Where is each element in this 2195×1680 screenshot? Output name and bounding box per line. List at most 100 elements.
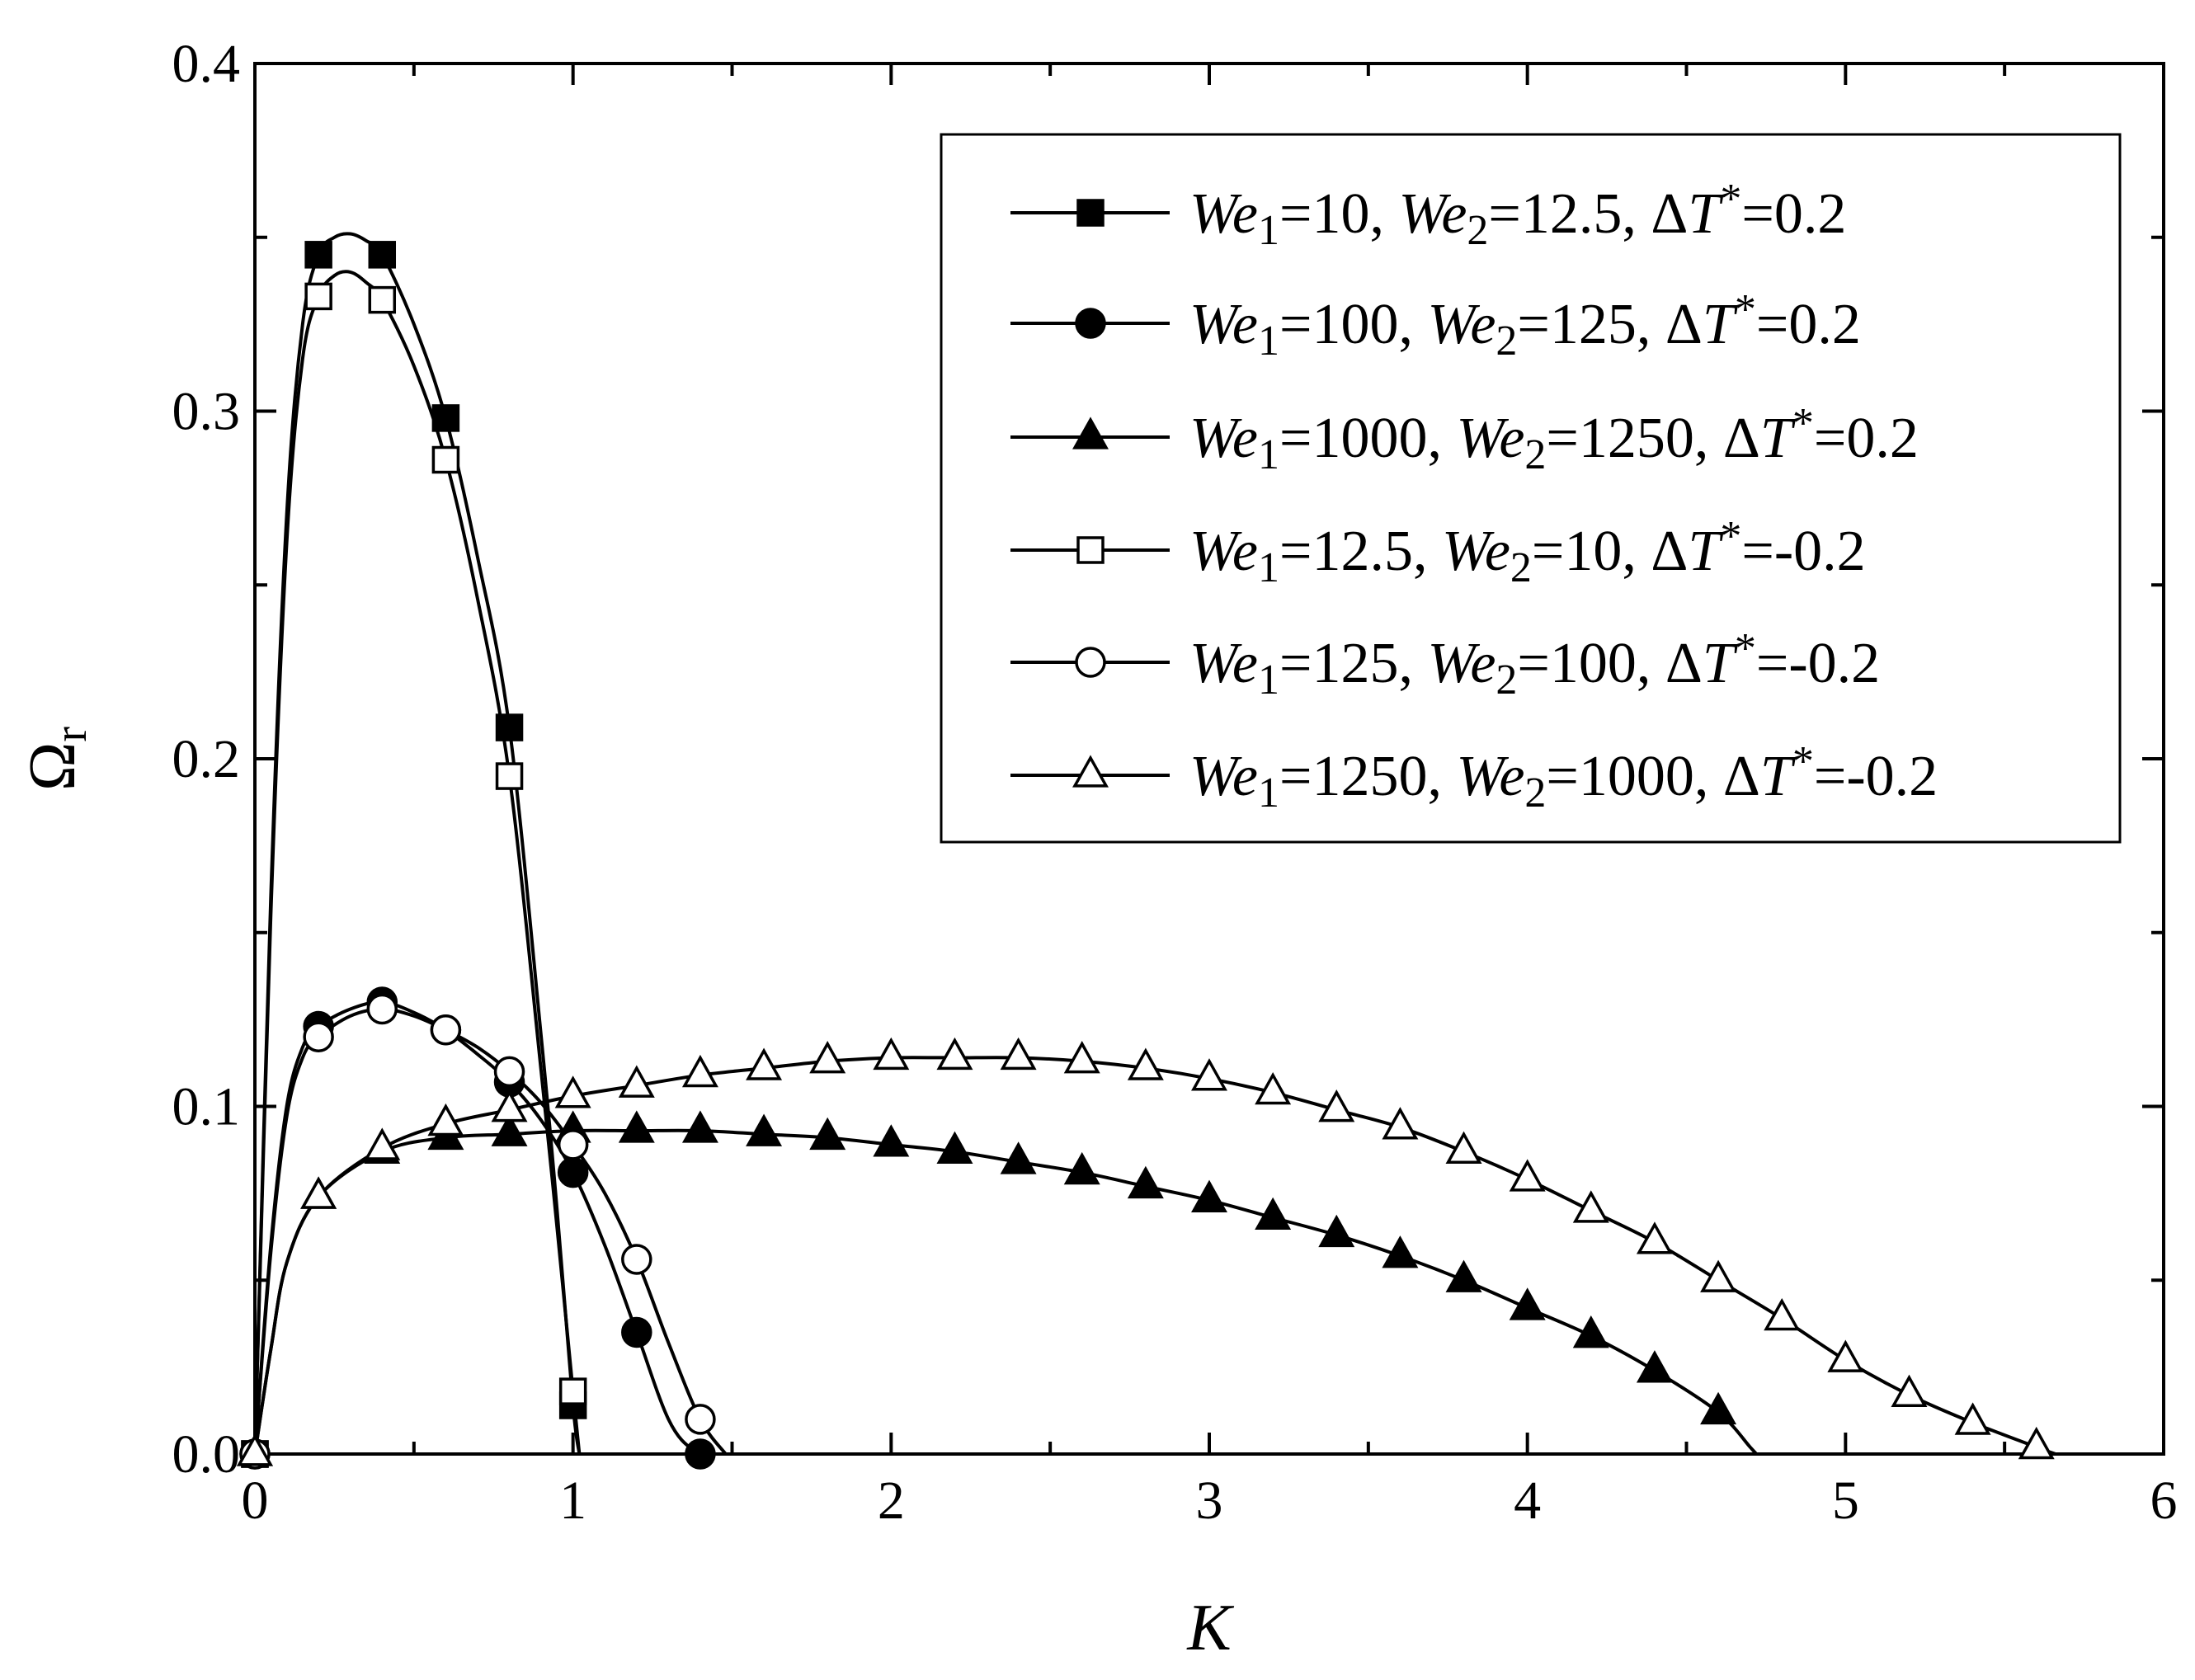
y-tick-label: 0.4 xyxy=(172,34,241,94)
data-point-0-3 xyxy=(431,404,460,432)
data-point-2-22 xyxy=(1636,1350,1673,1383)
data-point-2-18 xyxy=(1382,1235,1419,1268)
legend-entry-3: We1=12.5, We2=10, ΔT*=-0.2 xyxy=(1189,513,1866,591)
data-point-2-14 xyxy=(1127,1165,1164,1199)
data-point-5-13 xyxy=(1063,1041,1100,1074)
data-point-2-23 xyxy=(1700,1391,1737,1425)
data-point-5-8 xyxy=(746,1047,783,1080)
data-point-2-4 xyxy=(491,1113,528,1146)
data-point-3-4 xyxy=(495,762,524,790)
data-point-4-6 xyxy=(621,1244,652,1275)
data-point-5-26 xyxy=(1891,1374,1928,1408)
data-point-4-5 xyxy=(557,1129,589,1160)
data-point-1-6 xyxy=(621,1316,652,1348)
data-point-5-0 xyxy=(237,1433,273,1466)
data-point-5-28 xyxy=(2018,1426,2055,1460)
data-point-0-2 xyxy=(368,241,397,269)
data-point-5-6 xyxy=(618,1065,655,1098)
data-point-0-4 xyxy=(495,713,524,741)
y-axis-title-symbol: Ω xyxy=(16,742,89,791)
series-markers xyxy=(237,241,2055,1470)
legend-entry-0: We1=10, We2=12.5, ΔT*=0.2 xyxy=(1189,176,1846,254)
data-point-5-7 xyxy=(681,1054,718,1088)
y-axis-title-subscript: r xyxy=(45,727,97,742)
y-tick-label: 0.2 xyxy=(172,729,241,789)
data-point-2-15 xyxy=(1191,1179,1227,1212)
data-point-3-2 xyxy=(368,285,397,314)
legend-marker xyxy=(1072,755,1109,788)
data-point-5-22 xyxy=(1636,1221,1673,1254)
legend-entry-5: We1=1250, We2=1000, ΔT*=-0.2 xyxy=(1189,738,1938,816)
data-point-5-17 xyxy=(1318,1089,1355,1122)
data-point-2-11 xyxy=(936,1131,973,1164)
data-point-2-21 xyxy=(1572,1315,1609,1348)
data-point-3-3 xyxy=(431,445,460,474)
legend-marker xyxy=(1075,647,1106,678)
data-point-5-11 xyxy=(936,1037,973,1071)
data-point-2-19 xyxy=(1445,1259,1482,1292)
data-point-5-14 xyxy=(1127,1047,1164,1080)
data-point-5-12 xyxy=(1000,1037,1037,1071)
data-point-2-7 xyxy=(681,1110,718,1143)
legend-entry-2: We1=1000, We2=1250, ΔT*=0.2 xyxy=(1189,400,1919,478)
legend-box xyxy=(940,133,2122,844)
data-point-2-12 xyxy=(1000,1141,1037,1174)
data-point-5-1 xyxy=(300,1176,337,1209)
data-point-4-3 xyxy=(430,1014,462,1046)
data-point-5-15 xyxy=(1191,1058,1227,1091)
axes-labels: K Ωr xyxy=(16,727,1234,1664)
data-point-2-6 xyxy=(618,1110,655,1143)
data-point-4-1 xyxy=(303,1021,334,1052)
data-point-5-4 xyxy=(491,1089,528,1122)
data-point-3-1 xyxy=(304,282,332,311)
data-point-5-10 xyxy=(873,1037,910,1071)
y-tick-label: 0.0 xyxy=(172,1424,241,1485)
data-point-5-27 xyxy=(1954,1402,1991,1435)
y-axis-title: Ωr xyxy=(16,727,97,791)
series-line-3 xyxy=(253,270,582,1455)
x-tick-label: 5 xyxy=(1832,1471,1859,1531)
data-point-4-7 xyxy=(685,1404,716,1435)
data-point-2-9 xyxy=(809,1117,846,1151)
data-point-5-24 xyxy=(1764,1297,1801,1331)
legend: We1=10, We2=12.5, ΔT*=0.2 We1=100, We2=12… xyxy=(940,133,2122,844)
data-point-2-8 xyxy=(746,1113,783,1146)
x-tick-label: 4 xyxy=(1514,1471,1541,1531)
data-point-4-2 xyxy=(366,993,398,1025)
data-point-2-20 xyxy=(1509,1287,1546,1320)
y-tick-label: 0.3 xyxy=(172,382,241,442)
legend-marker xyxy=(1076,199,1105,227)
data-point-5-19 xyxy=(1445,1131,1482,1164)
data-point-5-2 xyxy=(364,1127,401,1160)
data-point-5-5 xyxy=(554,1075,591,1108)
data-point-5-20 xyxy=(1509,1159,1546,1192)
data-point-5-18 xyxy=(1382,1107,1419,1140)
data-point-5-23 xyxy=(1700,1259,1737,1292)
legend-entry-4: We1=125, We2=100, ΔT*=-0.2 xyxy=(1189,625,1880,704)
legend-marker xyxy=(1075,308,1106,339)
data-point-2-16 xyxy=(1255,1197,1292,1231)
data-point-1-7 xyxy=(685,1438,716,1470)
data-point-1-5 xyxy=(557,1156,589,1188)
legend-marker xyxy=(1072,416,1109,449)
x-tick-label: 1 xyxy=(559,1471,586,1531)
data-point-5-3 xyxy=(427,1103,464,1136)
data-point-2-10 xyxy=(873,1124,910,1157)
plot-area: 0 1 2 3 4 5 6 0.0 0.1 0.2 0.3 0.4 xyxy=(172,34,2178,1531)
data-point-5-9 xyxy=(809,1041,846,1074)
legend-entry-1: We1=100, We2=125, ΔT*=0.2 xyxy=(1189,286,1861,365)
x-tick-label: 3 xyxy=(1196,1471,1223,1531)
y-tick-label: 0.1 xyxy=(172,1077,241,1137)
data-point-3-5 xyxy=(558,1377,587,1405)
data-point-5-21 xyxy=(1572,1190,1609,1223)
data-point-2-13 xyxy=(1063,1151,1100,1185)
data-point-2-17 xyxy=(1318,1214,1355,1248)
series-line-1 xyxy=(253,1000,717,1456)
data-point-4-4 xyxy=(493,1056,525,1088)
x-tick-label: 2 xyxy=(878,1471,905,1531)
x-tick-label: 0 xyxy=(242,1471,269,1531)
data-point-5-25 xyxy=(1827,1339,1864,1372)
data-point-0-1 xyxy=(304,241,332,269)
legend-marker xyxy=(1076,536,1105,564)
